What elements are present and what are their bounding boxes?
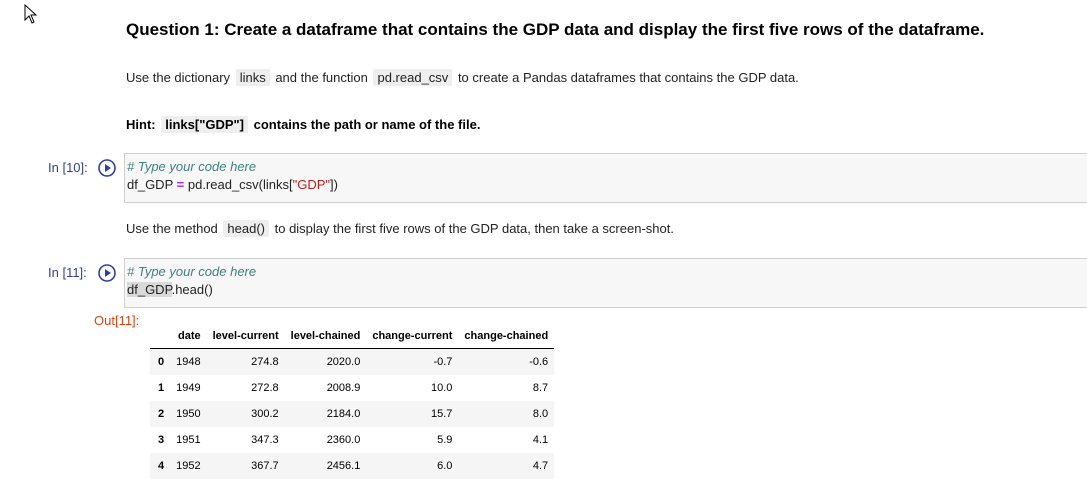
cell-date: 1948 bbox=[176, 356, 201, 368]
cell-change-current: 6.0 bbox=[437, 460, 453, 472]
cell-date: 1951 bbox=[176, 434, 201, 446]
cell-change-chained: 8.7 bbox=[532, 382, 549, 394]
instruction-text: Use the method bbox=[126, 221, 218, 236]
run-cell-play-icon[interactable] bbox=[98, 159, 116, 177]
inline-code-read-csv: pd.read_csv bbox=[373, 69, 453, 86]
code-variable-selected: df_GDP bbox=[127, 282, 172, 297]
cell-level-chained: 2456.1 bbox=[326, 460, 361, 472]
column-header-level-current: level-current bbox=[206, 323, 285, 349]
row-index: 4 bbox=[158, 460, 165, 472]
run-cell-play-icon[interactable] bbox=[98, 264, 116, 282]
column-header-index bbox=[150, 323, 171, 349]
cell-level-current: 272.8 bbox=[251, 382, 279, 394]
row-index: 2 bbox=[158, 408, 165, 420]
table-row: 0 1948 274.8 2020.0 -0.7 -0.6 bbox=[150, 348, 555, 375]
code-line-read-csv: df_GDP = pd.read_csv(links["GDP"]) bbox=[127, 177, 338, 192]
hint-paragraph: Hint: links["GDP"] contains the path or … bbox=[126, 116, 481, 133]
code-cell-11[interactable] bbox=[124, 258, 1087, 308]
cell-level-current: 367.7 bbox=[251, 460, 279, 472]
code-line-head: df_GDP.head() bbox=[127, 282, 213, 297]
code-cell-10[interactable] bbox=[124, 153, 1087, 203]
cell-level-current: 347.3 bbox=[251, 434, 279, 446]
cell-change-current: 15.7 bbox=[431, 408, 453, 420]
dataframe-output-table: date level-current level-chained change-… bbox=[150, 323, 555, 479]
table-row: 3 1951 347.3 2360.0 5.9 4.1 bbox=[150, 427, 554, 453]
instruction-text: and the function bbox=[275, 70, 368, 85]
column-header-change-chained: change-chained bbox=[458, 323, 555, 349]
code-comment: # Type your code here bbox=[127, 159, 256, 174]
cell-date: 1952 bbox=[176, 460, 201, 472]
cell-level-chained: 2008.9 bbox=[326, 382, 361, 394]
mouse-pointer-icon bbox=[24, 4, 38, 24]
code-method-call: .head() bbox=[171, 282, 213, 297]
cell-change-current: 10.0 bbox=[431, 382, 453, 394]
cell-change-current: -0.7 bbox=[433, 356, 453, 368]
cell-change-chained: 4.1 bbox=[532, 434, 549, 446]
cell-level-chained: 2360.0 bbox=[326, 434, 361, 446]
cell-prompt-in-11: In [11]: bbox=[48, 265, 87, 280]
inline-code-links: links bbox=[235, 69, 270, 86]
cell-level-current: 274.8 bbox=[251, 356, 279, 368]
row-index: 1 bbox=[158, 382, 165, 394]
inline-code-head: head() bbox=[223, 220, 269, 237]
table-row: 2 1950 300.2 2184.0 15.7 8.0 bbox=[150, 401, 555, 427]
cell-prompt-out-11: Out[11]: bbox=[94, 313, 140, 328]
table-row: 1 1949 272.8 2008.9 10.0 8.7 bbox=[150, 375, 554, 401]
code-variable: df_GDP bbox=[127, 177, 174, 192]
cell-date: 1949 bbox=[176, 382, 201, 394]
cell-date: 1950 bbox=[176, 408, 201, 420]
comment-text: # Type your code here bbox=[127, 264, 257, 279]
table-header-row: date level-current level-chained change-… bbox=[150, 323, 555, 349]
cell-level-chained: 2184.0 bbox=[326, 408, 361, 420]
question-title: Question 1: Create a dataframe that cont… bbox=[126, 20, 985, 39]
code-function: pd.read_csv(links[ bbox=[187, 177, 293, 192]
table-row: 4 1952 367.7 2456.1 6.0 4.7 bbox=[150, 453, 555, 479]
cell-change-chained: 8.0 bbox=[532, 408, 549, 420]
row-index: 0 bbox=[158, 356, 165, 368]
instruction-text: to display the first five rows of the GD… bbox=[274, 221, 674, 236]
hint-label: Hint: bbox=[126, 117, 156, 132]
cell-change-chained: -0.6 bbox=[529, 356, 549, 368]
code-comment: # Type your code here bbox=[127, 264, 256, 279]
instruction-paragraph: Use the dictionary links and the functio… bbox=[126, 69, 799, 86]
code-close: ]) bbox=[330, 177, 338, 192]
hint-text: contains the path or name of the file. bbox=[253, 117, 481, 132]
inline-code-links-gdp: links["GDP"] bbox=[161, 116, 249, 133]
cell-level-chained: 2020.0 bbox=[326, 356, 361, 368]
comment-text: # Type your code here bbox=[127, 159, 257, 174]
instruction-text: Use the dictionary bbox=[126, 70, 231, 85]
cell-change-current: 5.9 bbox=[437, 434, 453, 446]
code-operator: = bbox=[176, 177, 185, 192]
column-header-change-current: change-current bbox=[366, 323, 459, 349]
column-header-date: date bbox=[170, 323, 207, 349]
cell-level-current: 300.2 bbox=[251, 408, 279, 420]
column-header-level-chained: level-chained bbox=[284, 323, 367, 349]
row-index: 3 bbox=[158, 434, 165, 446]
instruction-text: to create a Pandas dataframes that conta… bbox=[457, 70, 799, 85]
cell-prompt-in-10: In [10]: bbox=[48, 160, 88, 175]
cell-change-chained: 4.7 bbox=[532, 460, 549, 472]
code-string: "GDP" bbox=[292, 177, 331, 192]
instruction-paragraph-head: Use the method head() to display the fir… bbox=[126, 220, 674, 237]
